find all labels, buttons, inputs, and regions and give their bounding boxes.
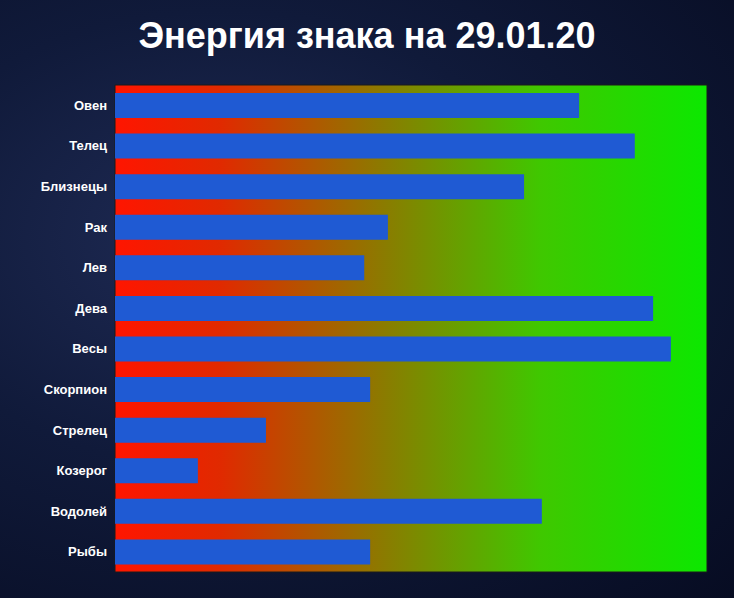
svg-text:Лев: Лев xyxy=(83,260,107,275)
svg-text:Скорпион: Скорпион xyxy=(44,382,107,397)
svg-text:Стрелец: Стрелец xyxy=(53,423,107,438)
svg-text:Близнецы: Близнецы xyxy=(41,179,107,194)
svg-text:Рыбы: Рыбы xyxy=(68,544,107,559)
svg-text:Овен: Овен xyxy=(74,98,107,113)
svg-text:Рак: Рак xyxy=(85,220,108,235)
svg-text:Весы: Весы xyxy=(72,341,107,356)
svg-text:Водолей: Водолей xyxy=(51,504,107,519)
svg-text:Телец: Телец xyxy=(69,138,107,153)
svg-text:Козерог: Козерог xyxy=(56,463,107,478)
svg-text:Дева: Дева xyxy=(75,301,107,316)
html-text:Энергия знака на 29.01.20: Энергия знака на 29.01.20 xyxy=(138,15,596,56)
